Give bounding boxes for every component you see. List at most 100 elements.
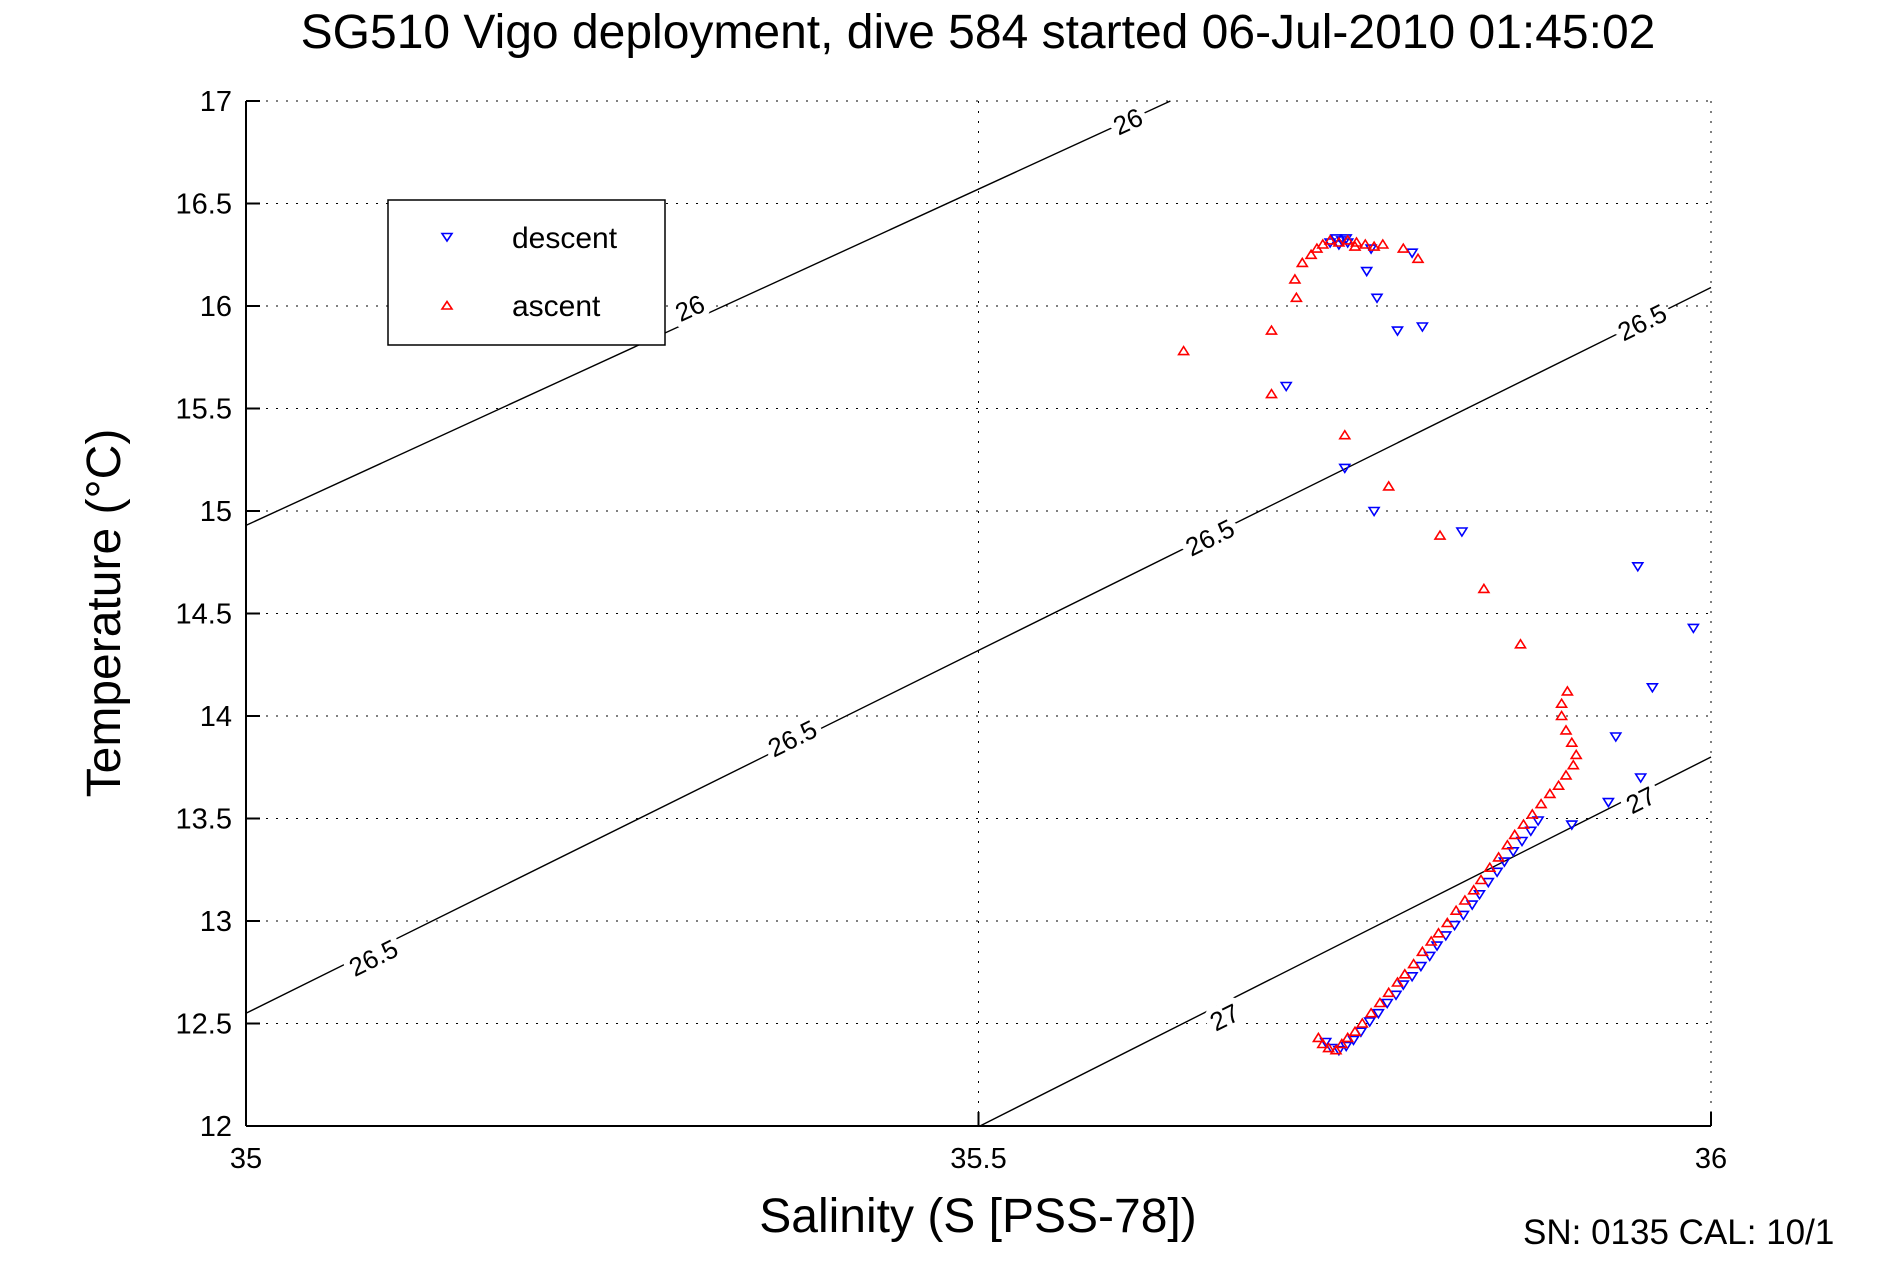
x-tick-label: 36 <box>1695 1143 1727 1175</box>
plot-title: SG510 Vigo deployment, dive 584 started … <box>301 6 1656 59</box>
ascent-marker <box>1560 685 1574 696</box>
ascent-marker <box>1332 236 1346 247</box>
ascent-marker <box>1552 779 1566 791</box>
y-tick-label: 14.5 <box>176 599 232 631</box>
descent-marker <box>1363 1017 1377 1028</box>
ascent-marker <box>1341 1031 1355 1043</box>
tick-layer <box>245 100 1712 1127</box>
ascent-marker <box>1555 697 1569 709</box>
descent-marker <box>1319 1037 1333 1049</box>
descent-marker <box>1601 797 1615 809</box>
contour-line <box>245 286 1712 1014</box>
ascent-marker <box>1517 818 1530 829</box>
ascent-marker <box>1508 828 1522 840</box>
legend-box <box>387 199 666 346</box>
descent-marker <box>1423 951 1437 962</box>
contour-line <box>245 100 1171 526</box>
ascent-marker <box>1559 724 1573 735</box>
ascent-marker <box>1467 884 1481 895</box>
ascent-marker <box>1177 345 1191 356</box>
descent-marker <box>1455 527 1469 538</box>
ascent-marker <box>1477 582 1491 594</box>
x-tick-label: 35.5 <box>950 1143 1006 1175</box>
ascent-marker <box>1355 1017 1369 1028</box>
ascent-marker <box>1382 986 1396 998</box>
ascent-marker <box>1559 769 1573 780</box>
descent-marker <box>1405 248 1419 259</box>
ascent-marker <box>1311 1031 1325 1043</box>
ascent-marker <box>1391 976 1404 987</box>
ascent-marker <box>1329 1044 1343 1055</box>
legend-descent-label: descent <box>512 222 618 255</box>
descent-marker <box>1473 889 1486 901</box>
ascent-marker <box>1358 238 1372 249</box>
descent-marker <box>1631 561 1645 573</box>
ascent-marker <box>1288 273 1302 284</box>
descent-marker <box>1323 238 1337 249</box>
ascent-marker <box>1304 248 1318 260</box>
y-tick-label: 13 <box>200 906 232 938</box>
descent-marker <box>1531 816 1545 827</box>
contour-label: 26.5 <box>1181 513 1240 562</box>
y-tick-label: 16 <box>200 291 232 323</box>
ascent-marker <box>1373 996 1387 1008</box>
descent-marker <box>1456 910 1470 921</box>
ascent-marker <box>1424 935 1438 946</box>
y-tick-label: 16.5 <box>176 189 232 221</box>
y-axis-label: Temperature (°C) <box>78 429 131 798</box>
ascent-marker <box>1433 529 1447 540</box>
contour-label: 26.5 <box>1613 298 1672 347</box>
tick-label-layer: 12 12.5 13 13.5 14 14.5 15 15.5 16 16.5 17 35 35.5 36 <box>176 86 1728 1175</box>
descent-marker <box>1371 1008 1385 1020</box>
ascent-marker <box>1348 1025 1362 1036</box>
ascent-marker <box>1514 638 1527 649</box>
x-axis-label: Salinity (S [PSS-78]) <box>759 1190 1196 1243</box>
descent-marker <box>1380 998 1394 1010</box>
ascent-marker <box>1449 904 1463 916</box>
ascent-marker <box>1322 1042 1336 1053</box>
descent-marker <box>1609 732 1623 743</box>
descent-marker <box>1279 381 1293 393</box>
ascent-marker <box>1543 787 1557 799</box>
legend-ascent-label: ascent <box>512 290 601 323</box>
y-tick-label: 13.5 <box>176 804 232 836</box>
ascent-marker <box>1534 798 1548 809</box>
descent-marker <box>1338 463 1352 474</box>
ascent-marker <box>1265 388 1278 399</box>
y-tick-label: 12.5 <box>176 1009 232 1041</box>
descent-marker <box>1415 322 1429 333</box>
legend-ascent-marker-icon <box>440 300 454 310</box>
descent-series <box>1279 234 1700 1057</box>
contour-line <box>979 756 1712 1127</box>
ascent-marker <box>1415 945 1429 957</box>
descent-marker <box>1524 826 1538 837</box>
ascent-marker <box>1483 861 1497 873</box>
descent-marker <box>1490 867 1504 878</box>
descent-marker <box>1645 682 1659 694</box>
serial-cal-annotation: SN: 0135 CAL: 10/1 <box>1523 1213 1834 1252</box>
descent-marker <box>1430 941 1444 952</box>
ascent-marker <box>1500 839 1514 850</box>
descent-marker <box>1565 820 1579 831</box>
ascent-marker <box>1396 242 1410 253</box>
descent-marker <box>1347 1035 1360 1046</box>
ascent-marker <box>1432 927 1445 938</box>
ascent-marker <box>1555 709 1569 721</box>
ascent-marker <box>1338 429 1352 440</box>
ascent-marker <box>1295 256 1309 268</box>
descent-marker <box>1370 293 1384 304</box>
ascent-marker <box>1376 238 1390 249</box>
ascent-marker <box>1411 252 1425 264</box>
ascent-marker <box>1492 851 1506 862</box>
descent-marker <box>1465 900 1479 911</box>
ascent-marker <box>1458 894 1472 905</box>
ascent-marker <box>1289 291 1303 303</box>
descent-marker <box>1497 857 1511 868</box>
y-tick-label: 12 <box>200 1111 232 1143</box>
descent-marker <box>1515 836 1529 848</box>
ascent-marker <box>1525 808 1539 819</box>
ascent-marker <box>1474 873 1488 885</box>
y-tick-label: 15 <box>200 496 232 528</box>
descent-marker <box>1634 773 1648 784</box>
